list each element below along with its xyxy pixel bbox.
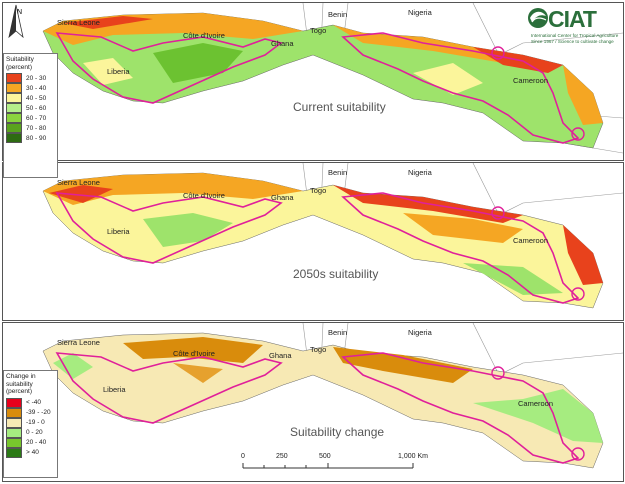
country-label-sierra-leone: Sierra Leone <box>57 18 100 27</box>
country-label-ghana: Ghana <box>271 39 294 48</box>
country-label-cameroon: Cameroon <box>513 236 549 245</box>
country-label-nigeria: Nigeria <box>408 328 432 337</box>
legend-label: 40 - 50 <box>26 94 47 102</box>
logo-name: CIAT <box>548 6 597 32</box>
legend-item: -19 - 0 <box>6 417 55 428</box>
country-label-benin: Benin <box>328 10 348 19</box>
country-label-cote-divoire: Côte d'Ivoire <box>183 31 225 40</box>
country-label-cote-divoire: Côte d'Ivoire <box>173 349 215 358</box>
north-label: N <box>17 9 23 16</box>
legend-label: > 40 <box>26 449 39 456</box>
legend-label: < -40 <box>26 399 41 406</box>
legend-label: 20 - 40 <box>26 439 47 446</box>
legend-label: 60 - 70 <box>26 114 47 122</box>
legend-item: < -40 <box>6 397 55 408</box>
legend-title: Change in suitability (percent) <box>6 373 36 395</box>
panel-title-current: Current suitability <box>293 100 386 114</box>
map-2050s <box>42 163 623 309</box>
logo-subtitle-line1: International Center for Tropical Agricu… <box>531 33 619 38</box>
country-label-cameroon: Cameroon <box>513 76 549 85</box>
legend-label: 50 - 60 <box>26 104 47 112</box>
map-current <box>42 3 623 154</box>
legend-swatch <box>6 123 22 133</box>
legend-swatch <box>6 397 22 408</box>
map-panel-2050s: Sierra Leone Côte d'Ivoire Liberia Ghana… <box>2 162 624 321</box>
legend-label: 0 - 20 <box>26 429 43 436</box>
scale-bar: 0 250 500 1,000 Km <box>238 448 438 478</box>
legend-item: 50 - 60 <box>6 103 55 113</box>
country-label-togo: Togo <box>310 26 327 35</box>
legend-swatch <box>6 83 22 93</box>
country-label-sierra-leone: Sierra Leone <box>57 338 100 347</box>
legend-item: 30 - 40 <box>6 83 55 93</box>
legend-swatch <box>6 427 22 438</box>
legend-label: 70 - 80 <box>26 124 47 132</box>
country-label-benin: Benin <box>328 328 348 337</box>
logo-subtitle: International Center for Tropical Agricu… <box>531 33 623 44</box>
country-label-liberia: Liberia <box>107 67 130 76</box>
country-label-liberia: Liberia <box>107 227 130 236</box>
legend-label: 80 - 90 <box>26 134 47 142</box>
legend-swatch <box>6 93 22 103</box>
legend-item: > 40 <box>6 447 55 458</box>
legend-title: Suitability (percent) <box>6 56 34 71</box>
logo-subtitle-line2: Since 1967 / Science to cultivate change <box>531 38 614 44</box>
legend-items: < -40 -39 - -20 -19 - 0 0 - 20 20 - 40 >… <box>6 397 55 458</box>
legend-label: 30 - 40 <box>26 84 47 92</box>
country-label-cote-divoire: Côte d'Ivoire <box>183 191 225 200</box>
legend-item: 20 - 40 <box>6 437 55 448</box>
ciat-logo-icon <box>528 8 548 28</box>
legend-swatch <box>6 417 22 428</box>
map-panel-current: Sierra Leone Côte d'Ivoire Liberia Ghana… <box>2 2 624 161</box>
scale-tick-label: 500 <box>319 453 331 460</box>
map-change <box>42 323 623 469</box>
legend-swatch <box>6 73 22 83</box>
legend-swatch <box>6 133 22 143</box>
north-arrow-icon <box>8 4 24 39</box>
legend-swatch <box>6 447 22 458</box>
scale-tick-label: 1,000 Km <box>398 453 428 460</box>
country-label-ghana: Ghana <box>271 193 294 202</box>
legend-swatch <box>6 407 22 418</box>
country-label-nigeria: Nigeria <box>408 8 432 17</box>
country-label-nigeria: Nigeria <box>408 168 432 177</box>
legend-item: 0 - 20 <box>6 427 55 438</box>
scale-tick-label: 0 <box>241 453 245 460</box>
legend-item: 80 - 90 <box>6 133 55 143</box>
legend-item: -39 - -20 <box>6 407 55 418</box>
legend-items: 20 - 30 30 - 40 40 - 50 50 - 60 60 - 70 … <box>6 73 55 143</box>
legend-item: 20 - 30 <box>6 73 55 83</box>
country-label-liberia: Liberia <box>103 385 126 394</box>
country-label-cameroon: Cameroon <box>518 399 554 408</box>
legend-item: 40 - 50 <box>6 93 55 103</box>
panel-title-2050s: 2050s suitability <box>293 267 379 281</box>
country-label-benin: Benin <box>328 168 348 177</box>
legend-item: 70 - 80 <box>6 123 55 133</box>
legend-item: 60 - 70 <box>6 113 55 123</box>
map-panel-change: Sierra Leone Côte d'Ivoire Liberia Ghana… <box>2 322 624 482</box>
legend-swatch <box>6 103 22 113</box>
country-label-sierra-leone: Sierra Leone <box>57 178 100 187</box>
legend-label: 20 - 30 <box>26 74 47 82</box>
legend-swatch <box>6 437 22 448</box>
legend-swatch <box>6 113 22 123</box>
panel-title-change: Suitability change <box>290 425 385 439</box>
scale-bar-graphic <box>242 463 414 469</box>
legend-suitability: Suitability (percent) 20 - 30 30 - 40 40… <box>3 53 58 178</box>
legend-label: -39 - -20 <box>26 409 51 416</box>
country-label-togo: Togo <box>310 345 327 354</box>
country-label-togo: Togo <box>310 186 327 195</box>
scale-tick-label: 250 <box>276 453 288 460</box>
legend-change: Change in suitability (percent) < -40 -3… <box>3 370 58 478</box>
country-label-ghana: Ghana <box>269 351 292 360</box>
legend-label: -19 - 0 <box>26 419 45 426</box>
